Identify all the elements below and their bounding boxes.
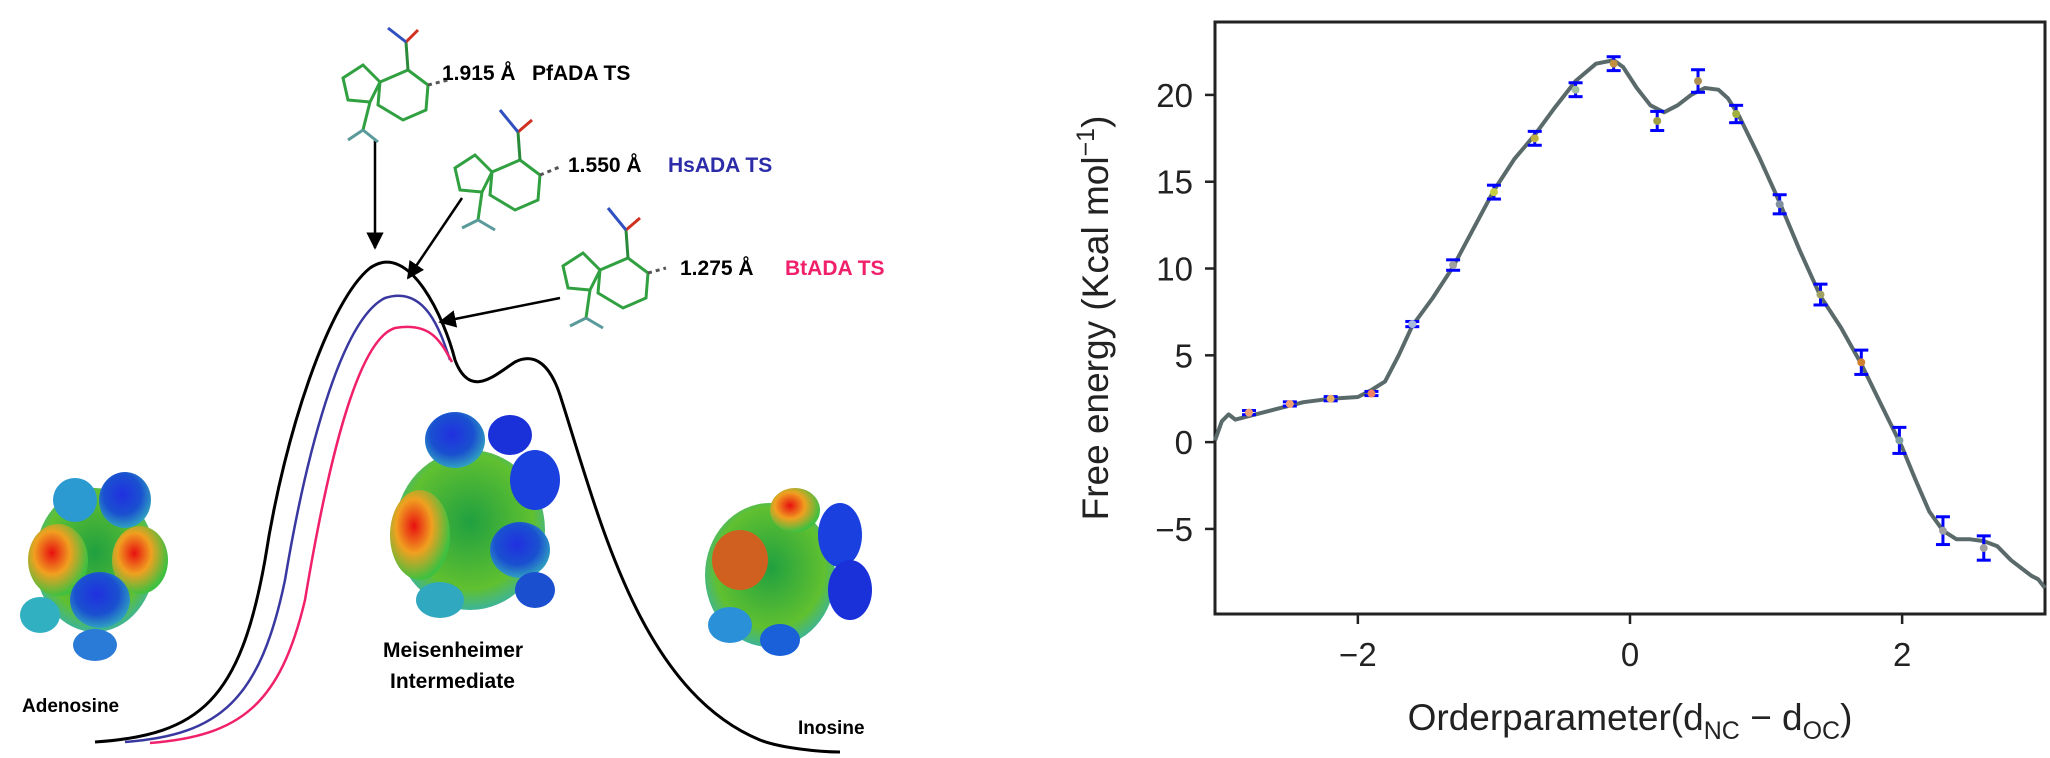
pfada-ts-distance: 1.915 Å xyxy=(442,61,516,85)
data-point xyxy=(1935,515,1950,547)
data-point xyxy=(1606,55,1621,73)
data-marker xyxy=(1285,399,1294,408)
btada-ts-enzyme: BtADA TS xyxy=(785,257,885,280)
intermediate-surface xyxy=(390,412,560,618)
btada-ts-distance: 1.275 Å xyxy=(680,256,754,280)
data-marker xyxy=(1571,85,1580,94)
data-point xyxy=(1772,193,1787,216)
y-tick-label: 20 xyxy=(1156,77,1193,114)
hsada-curve xyxy=(124,294,452,744)
y-axis-label: Free energy (Kcal mol−1) xyxy=(1072,116,1116,521)
data-point xyxy=(1729,103,1744,125)
data-point xyxy=(1282,399,1297,408)
data-marker xyxy=(1489,188,1498,197)
y-tick-label: 15 xyxy=(1156,164,1193,201)
x-axis-ticks: −2 0 2 xyxy=(1339,614,1911,673)
data-marker xyxy=(1530,134,1539,143)
plot-frame xyxy=(1213,20,2047,616)
hsada-ts-enzyme: HsADA TS xyxy=(668,154,772,177)
data-marker xyxy=(1775,200,1784,209)
data-marker xyxy=(1816,290,1825,299)
data-marker xyxy=(1653,116,1662,125)
data-point xyxy=(1650,109,1665,133)
data-marker xyxy=(1245,408,1254,417)
data-point xyxy=(1323,394,1338,403)
y-tick-label: 5 xyxy=(1175,337,1193,374)
data-marker xyxy=(1694,77,1703,86)
data-marker xyxy=(1979,544,1988,553)
y-tick-label: 10 xyxy=(1156,251,1193,288)
x-axis-label-sub1: NC xyxy=(1704,717,1740,745)
data-point xyxy=(1486,183,1501,201)
series-layer xyxy=(1213,55,2047,590)
pfada-ts-molecule xyxy=(341,26,449,144)
y-tick-label: 0 xyxy=(1175,424,1193,461)
btada-ts-molecule xyxy=(561,207,667,330)
x-tick-label: 0 xyxy=(1621,636,1639,673)
btada-arrow xyxy=(438,296,561,328)
adenosine-surface xyxy=(20,472,168,661)
data-point xyxy=(1854,348,1869,376)
intermediate-label-line1: Meisenheimer xyxy=(383,639,523,662)
data-marker xyxy=(1449,261,1458,270)
adenosine-label: Adenosine xyxy=(22,696,119,717)
data-point xyxy=(1405,319,1420,329)
data-point xyxy=(1527,129,1542,147)
hsada-arrow xyxy=(406,197,464,280)
data-point xyxy=(1892,425,1907,455)
data-point xyxy=(1364,389,1379,398)
y-tick-label: −5 xyxy=(1155,511,1193,548)
data-point xyxy=(1446,258,1461,272)
data-marker xyxy=(1408,320,1417,329)
data-marker xyxy=(1609,59,1618,68)
data-marker xyxy=(1732,110,1741,119)
hsada-ts-distance: 1.550 Å xyxy=(568,153,642,177)
free-energy-curve xyxy=(1213,58,2047,590)
pfada-ts-enzyme: PfADA TS xyxy=(532,62,630,85)
data-marker xyxy=(1367,389,1376,398)
inosine-surface xyxy=(705,488,872,656)
data-marker xyxy=(1895,436,1904,445)
x-tick-label: −2 xyxy=(1339,636,1377,673)
x-axis-label-sub2: OC xyxy=(1803,717,1841,745)
y-axis-label-sup: −1 xyxy=(1072,128,1100,157)
data-point xyxy=(1691,68,1706,94)
hsada-ts-molecule xyxy=(453,109,563,232)
data-point xyxy=(1813,282,1828,307)
btada-curve xyxy=(149,325,454,745)
y-axis-ticks: −5 0 5 10 15 20 xyxy=(1155,77,1215,548)
data-marker xyxy=(1938,526,1947,535)
x-tick-label: 2 xyxy=(1893,636,1911,673)
data-point xyxy=(1568,81,1583,99)
inosine-label: Inosine xyxy=(798,718,865,739)
data-point xyxy=(1242,408,1257,417)
pfada-curve xyxy=(94,260,841,754)
data-point xyxy=(1976,534,1991,562)
data-marker xyxy=(1326,394,1335,403)
x-axis-label: Orderparameter(dNC − dOC) xyxy=(1408,697,1853,745)
left-panel: 1.915 Å PfADA TS 1.550 Å HsADA TS xyxy=(20,26,885,754)
intermediate-label-line2: Intermediate xyxy=(390,670,515,693)
free-energy-chart: −2 0 2 −5 0 5 10 15 20 Orderparameter(dNC − dOC… xyxy=(1072,20,2047,745)
data-marker xyxy=(1857,358,1866,367)
